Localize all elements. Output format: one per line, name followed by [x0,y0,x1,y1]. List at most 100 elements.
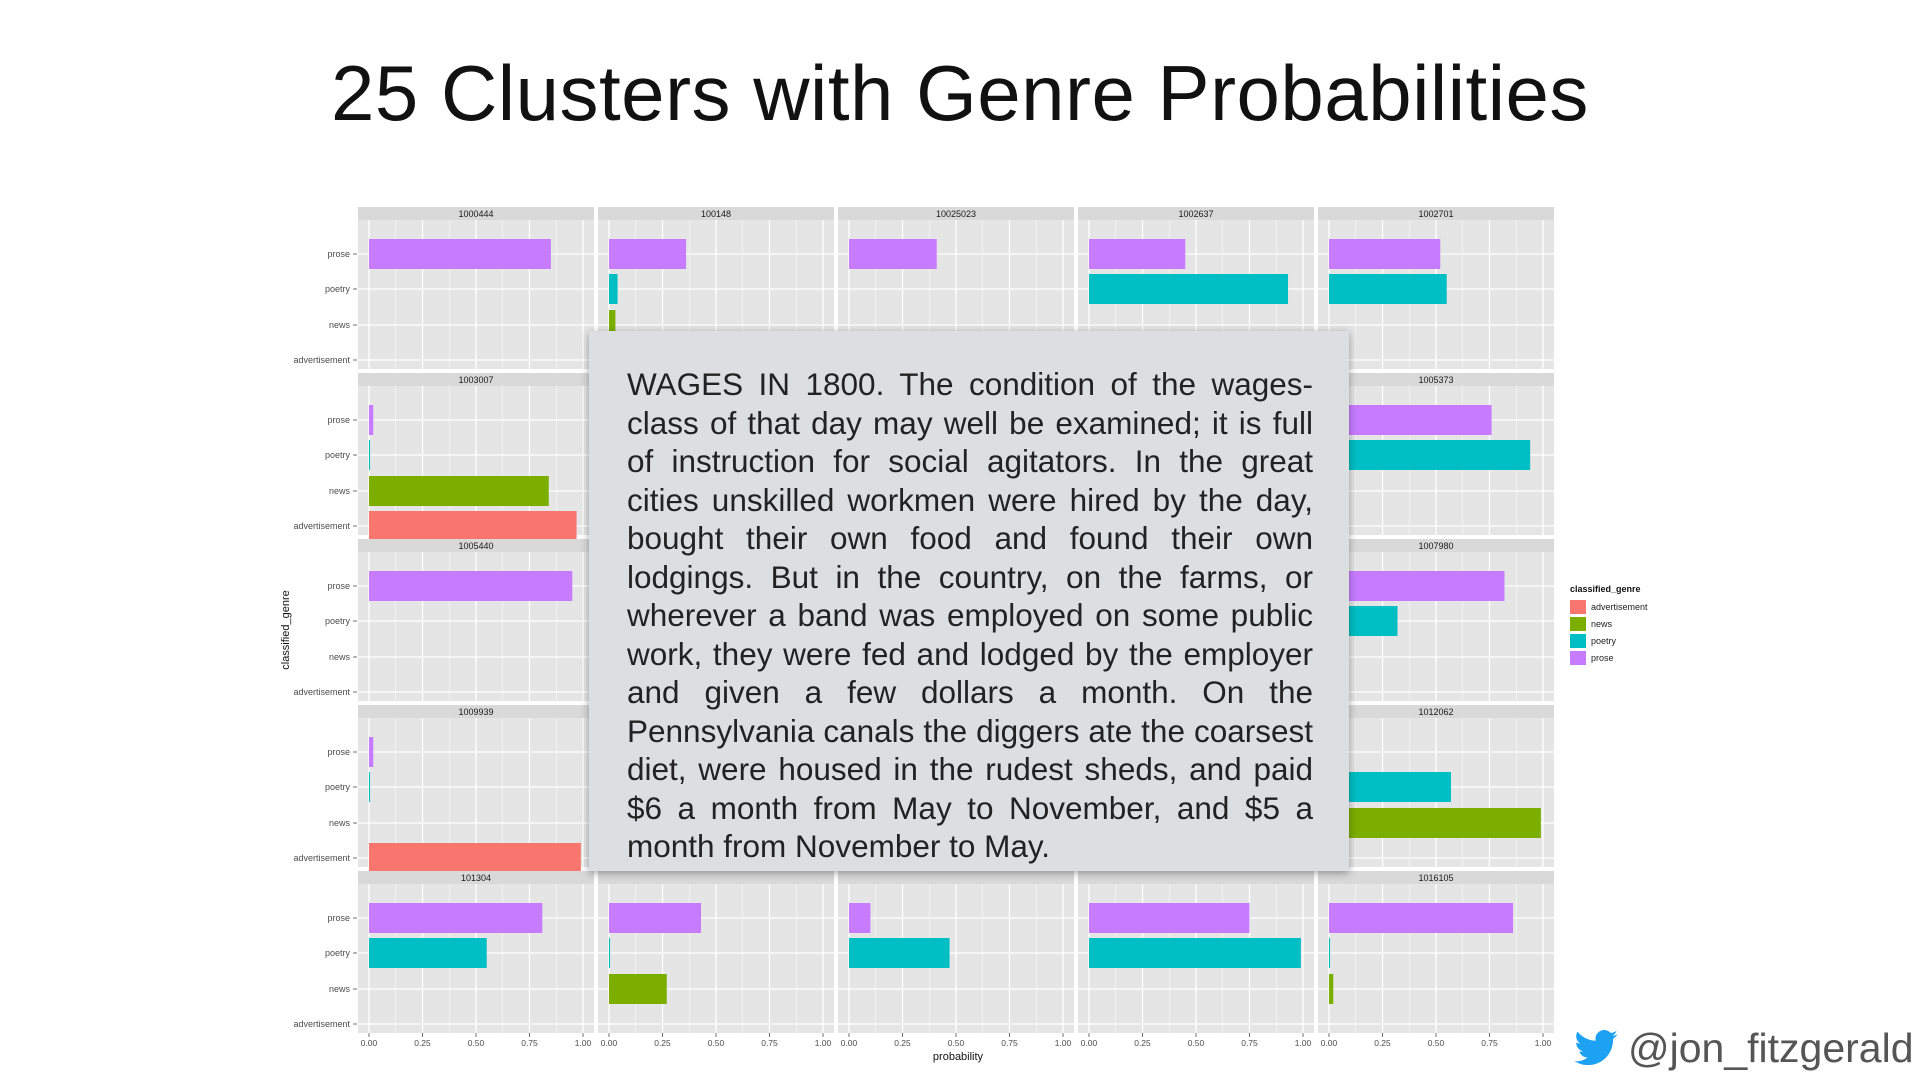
y-tick-label: news [329,320,351,330]
legend-swatch [1570,600,1586,614]
bar-prose [369,903,543,933]
facet-strip [598,207,834,220]
facet-label: 101304 [461,873,491,883]
bar-poetry [1089,274,1289,304]
bar-advertisement [369,843,581,873]
bar-news [609,974,667,1004]
x-tick-label: 0.00 [1321,1038,1338,1048]
y-tick-label: poetry [325,616,351,626]
bar-prose [1089,903,1250,933]
y-tick-label: advertisement [293,521,350,531]
facet-strip [358,705,594,718]
y-tick-label: advertisement [293,687,350,697]
x-tick-label: 0.75 [1001,1038,1018,1048]
x-tick-label: 0.00 [1081,1038,1098,1048]
y-tick-label: prose [327,913,350,923]
bar-prose [849,239,937,269]
x-tick-label: 0.75 [1241,1038,1258,1048]
y-axis-title: classified_genre [280,590,292,670]
bar-prose [1089,239,1186,269]
x-tick-label: 0.50 [1188,1038,1205,1048]
twitter-handle: @jon_fitzgerald [1574,1020,1914,1076]
x-tick-label: 0.25 [1374,1038,1391,1048]
bar-news [609,310,616,340]
y-tick-label: prose [327,249,350,259]
x-tick-label: 1.00 [575,1038,592,1048]
facet-strip [838,207,1074,220]
x-tick-label: 0.50 [1428,1038,1445,1048]
x-tick-label: 0.50 [708,1038,725,1048]
y-tick-label: poetry [325,284,351,294]
facet-label: 1012062 [1418,707,1453,717]
facet-label: 1009939 [458,707,493,717]
facet-strip [1078,871,1314,884]
bar-prose [1329,571,1505,601]
facet-strip [598,871,834,884]
facet-strip [358,539,594,552]
facet-strip [838,871,1074,884]
legend-swatch [1570,617,1586,631]
y-tick-label: news [329,486,351,496]
slide-title: 25 Clusters with Genre Probabilities [331,49,1589,137]
bar-prose [369,405,374,435]
facet-label: 1007980 [1418,541,1453,551]
bar-poetry [1329,772,1451,802]
y-tick-label: poetry [325,948,351,958]
bar-poetry [1329,938,1331,968]
facet-label: 10025023 [936,209,976,219]
bar-news [369,476,549,506]
bar-poetry [369,772,371,802]
x-tick-label: 0.25 [414,1038,431,1048]
y-tick-label: advertisement [293,1019,350,1029]
x-tick-label: 0.50 [468,1038,485,1048]
facet-strip [358,373,594,386]
x-tick-label: 0.00 [601,1038,618,1048]
bar-prose [369,737,374,767]
bar-prose [1329,903,1514,933]
y-tick-label: advertisement [293,355,350,365]
quote-text: WAGES IN 1800. The condition of the wage… [627,366,1313,864]
y-tick-label: news [329,818,351,828]
bar-prose [369,239,551,269]
x-tick-label: 0.75 [761,1038,778,1048]
y-tick-label: poetry [325,450,351,460]
legend-label: news [1591,619,1613,629]
x-tick-label: 0.25 [894,1038,911,1048]
facet-strip [358,207,594,220]
x-tick-label: 1.00 [1055,1038,1072,1048]
facet-label: 1005373 [1418,375,1453,385]
legend-label: poetry [1591,636,1617,646]
facet-strip [1318,871,1554,884]
facet-label: 1003007 [458,375,493,385]
bar-news [1329,974,1334,1004]
legend-label: prose [1591,653,1614,663]
quote-box: WAGES IN 1800. The condition of the wage… [589,331,1349,871]
x-tick-label: 1.00 [1535,1038,1552,1048]
bar-advertisement [369,511,577,541]
x-tick-label: 0.25 [1134,1038,1151,1048]
handle-text: @jon_fitzgerald [1628,1024,1914,1071]
x-tick-label: 0.00 [841,1038,858,1048]
bar-poetry [609,274,618,304]
x-tick-label: 1.00 [1295,1038,1312,1048]
y-tick-label: prose [327,581,350,591]
facet-label: 1000444 [458,209,493,219]
facet-label: 1005440 [458,541,493,551]
facet-label: 100148 [701,209,731,219]
facet-strip [1318,539,1554,552]
twitter-bird-icon [1574,1030,1618,1066]
legend-swatch [1570,651,1586,665]
y-tick-label: news [329,984,351,994]
facet-strip [358,871,594,884]
bar-prose [1329,239,1441,269]
bar-poetry [849,938,950,968]
x-tick-label: 0.75 [521,1038,538,1048]
facet-label: 1002637 [1178,209,1213,219]
bar-prose [609,239,687,269]
x-tick-label: 0.75 [1481,1038,1498,1048]
x-tick-label: 0.00 [361,1038,378,1048]
bar-news [1329,808,1541,838]
facet-label: 1016105 [1418,873,1453,883]
x-axis-title: probability [933,1051,984,1063]
bar-prose [609,903,702,933]
